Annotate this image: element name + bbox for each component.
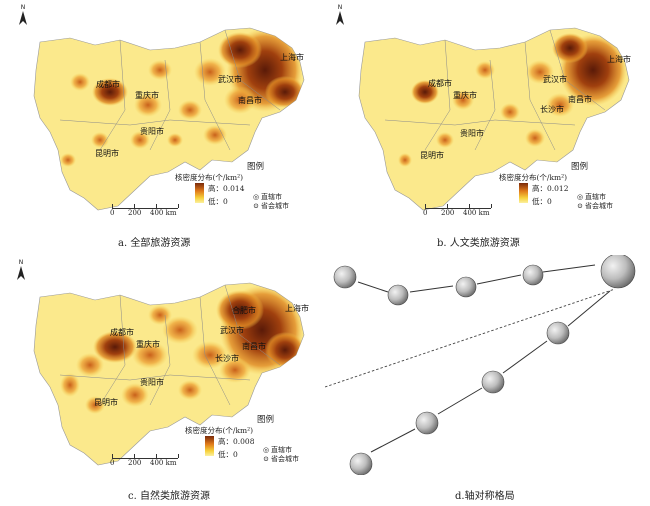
node-circle: [455, 276, 477, 298]
density-gradient: [205, 436, 214, 456]
legend-high: 高：0.014: [208, 184, 245, 193]
scale-label: 200: [128, 209, 142, 217]
city-label: 上海市: [280, 53, 304, 62]
scale-label: 400 km: [463, 209, 490, 217]
scale-label: 400 km: [150, 209, 177, 217]
node-circle: [522, 264, 544, 286]
city-label: 武汉市: [218, 75, 242, 84]
legend-capital: 省会城市: [585, 202, 613, 210]
legend-capital: 省会城市: [271, 455, 299, 463]
legend-municipality: 直辖市: [585, 193, 606, 201]
city-label: 南昌市: [238, 96, 262, 105]
city-label: 重庆市: [453, 91, 477, 100]
density-map-c: [33, 282, 305, 466]
city-label: 南昌市: [242, 342, 266, 351]
legend-high: 高：0.008: [218, 437, 255, 446]
panel-caption: d.轴对称格局: [455, 491, 515, 502]
map-panel-c: N 成都市 重庆市 合肥市 上海市 武汉市 长沙市 南昌市 贵阳市 昆明市 图例…: [0, 255, 320, 505]
city-label: 上海市: [607, 55, 631, 64]
city-label: 重庆市: [136, 340, 160, 349]
city-label: 上海市: [285, 304, 309, 313]
north-label: N: [20, 4, 26, 11]
municipality-symbol-icon: ◎: [253, 193, 260, 201]
node-circle: [600, 253, 636, 289]
panel-caption: c. 自然类旅游资源: [128, 491, 210, 502]
city-label: 昆明市: [95, 149, 119, 158]
panel-caption: b. 人文类旅游资源: [437, 238, 520, 249]
legend-low: 低：0: [218, 450, 238, 459]
legend-capital: 省会城市: [261, 202, 289, 210]
city-label: 合肥市: [232, 306, 256, 315]
city-label: 长沙市: [215, 354, 239, 363]
city-label: 长沙市: [540, 105, 564, 114]
city-label: 昆明市: [420, 151, 444, 160]
node-circle: [349, 452, 373, 476]
city-label: 重庆市: [135, 91, 159, 100]
legend-municipality: 直辖市: [271, 446, 292, 454]
node-circle: [333, 265, 357, 289]
city-label: 成都市: [428, 79, 452, 88]
north-arrow-a: N: [16, 4, 30, 25]
scale-label: 400 km: [150, 459, 177, 467]
node-circle: [481, 370, 505, 394]
capital-symbol-icon: ⊙: [577, 202, 583, 210]
north-label: N: [337, 4, 343, 11]
city-label: 成都市: [96, 80, 120, 89]
symmetry-axis-dashed: [324, 288, 616, 388]
axis-symmetry-diagram: [324, 253, 636, 476]
north-label: N: [18, 259, 24, 266]
north-arrow-b: N: [333, 4, 347, 25]
legend-high: 高：0.012: [532, 184, 569, 193]
legend-header: 图例: [247, 162, 265, 172]
legend-municipality: 直辖市: [261, 193, 282, 201]
density-gradient: [195, 183, 204, 203]
city-label: 贵阳市: [140, 378, 164, 387]
scale-label: 0: [110, 459, 115, 467]
lower-axis-lines: [370, 290, 611, 453]
scale-label: 0: [423, 209, 428, 217]
legend-low: 低：0: [208, 197, 228, 206]
node-circle: [415, 411, 439, 435]
legend-low: 低：0: [532, 197, 552, 206]
scale-label: 200: [128, 459, 142, 467]
density-map-a: [33, 27, 305, 211]
map-panel-b: N 成都市 重庆市 武汉市 上海市 长沙市 南昌市 贵阳市 昆明市 图例 核密度…: [325, 0, 645, 250]
scale-label: 200: [441, 209, 455, 217]
map-panel-a: N 成都市 重庆市 武汉市 上海市 南昌市 贵阳市 昆明市 图例 核密度分布(个…: [0, 0, 320, 250]
municipality-symbol-icon: ◎: [263, 446, 270, 454]
capital-symbol-icon: ⊙: [253, 202, 259, 210]
legend-title: 核密度分布(个/km²): [185, 426, 254, 435]
scale-label: 0: [110, 209, 115, 217]
city-label: 昆明市: [94, 398, 118, 407]
axis-diagram-panel: d.轴对称格局: [324, 253, 645, 505]
city-label: 武汉市: [543, 75, 567, 84]
city-label: 成都市: [110, 328, 134, 337]
city-label: 武汉市: [220, 326, 244, 335]
upper-axis-lines: [357, 264, 596, 293]
legend-header: 图例: [257, 415, 275, 425]
capital-symbol-icon: ⊙: [263, 455, 269, 463]
density-map-b: [358, 27, 630, 211]
node-circle: [546, 321, 570, 345]
city-label: 贵阳市: [460, 129, 484, 138]
legend-header: 图例: [571, 162, 589, 172]
panel-caption: a. 全部旅游资源: [118, 238, 191, 249]
north-arrow-c: N: [14, 259, 28, 280]
city-label: 南昌市: [568, 95, 592, 104]
legend-title: 核密度分布(个/km²): [175, 173, 244, 182]
municipality-symbol-icon: ◎: [577, 193, 584, 201]
node-circle: [387, 284, 409, 306]
legend-title: 核密度分布(个/km²): [499, 173, 568, 182]
density-gradient: [519, 183, 528, 203]
city-label: 贵阳市: [140, 127, 164, 136]
